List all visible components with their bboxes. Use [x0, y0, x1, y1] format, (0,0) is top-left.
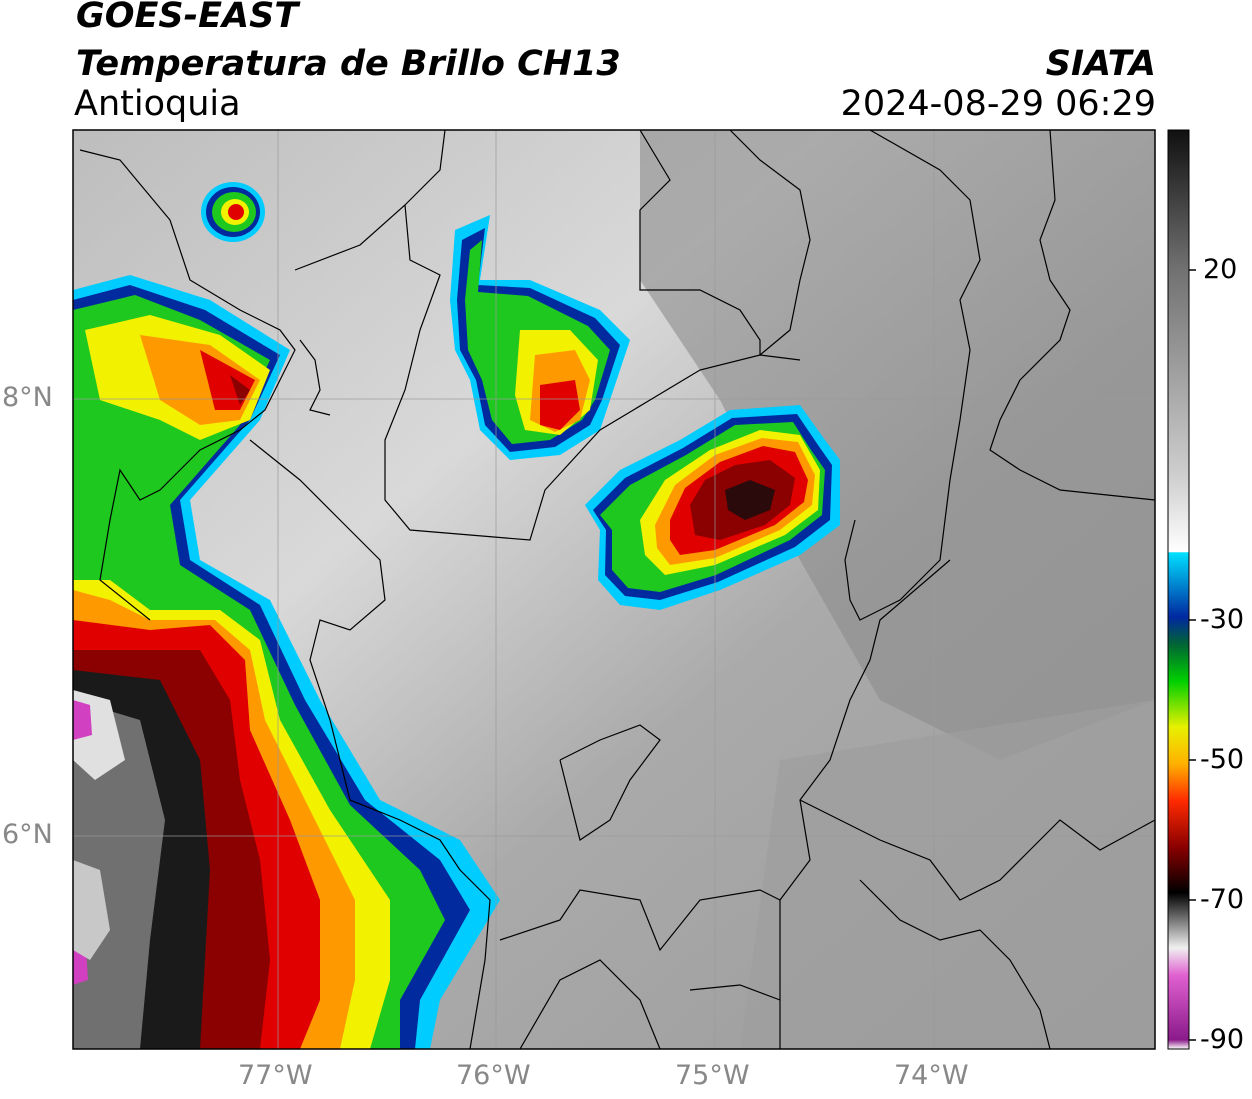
- lon-label-77w: 77°W: [238, 1060, 313, 1091]
- datetime-label: 2024-08-29 06:29: [840, 84, 1156, 124]
- lon-label-75w: 75°W: [675, 1060, 750, 1091]
- product-title: Temperatura de Brillo CH13: [76, 44, 621, 84]
- colorbar: [1167, 129, 1190, 1050]
- colorbar-label-minus70: -70: [1200, 884, 1245, 915]
- eastern-strong-storm: [585, 405, 840, 610]
- small-north-storm: [201, 182, 265, 242]
- colorbar-label-20: 20: [1203, 254, 1238, 285]
- map-grid: [73, 130, 1155, 1049]
- southeast-area: [740, 700, 1155, 1049]
- lon-label-74w: 74°W: [894, 1060, 969, 1091]
- western-storm-system: [73, 275, 500, 1049]
- colorbar-label-minus50: -50: [1200, 744, 1245, 775]
- colorbar-label-minus90: -90: [1200, 1024, 1245, 1055]
- satellite-title: GOES-EAST: [76, 0, 299, 36]
- borders: [79, 130, 1155, 1049]
- lon-label-76w: 76°W: [456, 1060, 531, 1091]
- colorbar-label-minus30: -30: [1200, 604, 1245, 635]
- colorbar-ticks: [1189, 269, 1196, 1041]
- lat-label-6n: 6°N: [2, 819, 53, 850]
- organization-label: SIATA: [1045, 44, 1156, 84]
- map-frame: [72, 129, 1156, 1050]
- region-label: Antioquia: [74, 84, 241, 124]
- eastern-warm-area: [640, 130, 1155, 760]
- lat-label-8n: 8°N: [2, 382, 53, 413]
